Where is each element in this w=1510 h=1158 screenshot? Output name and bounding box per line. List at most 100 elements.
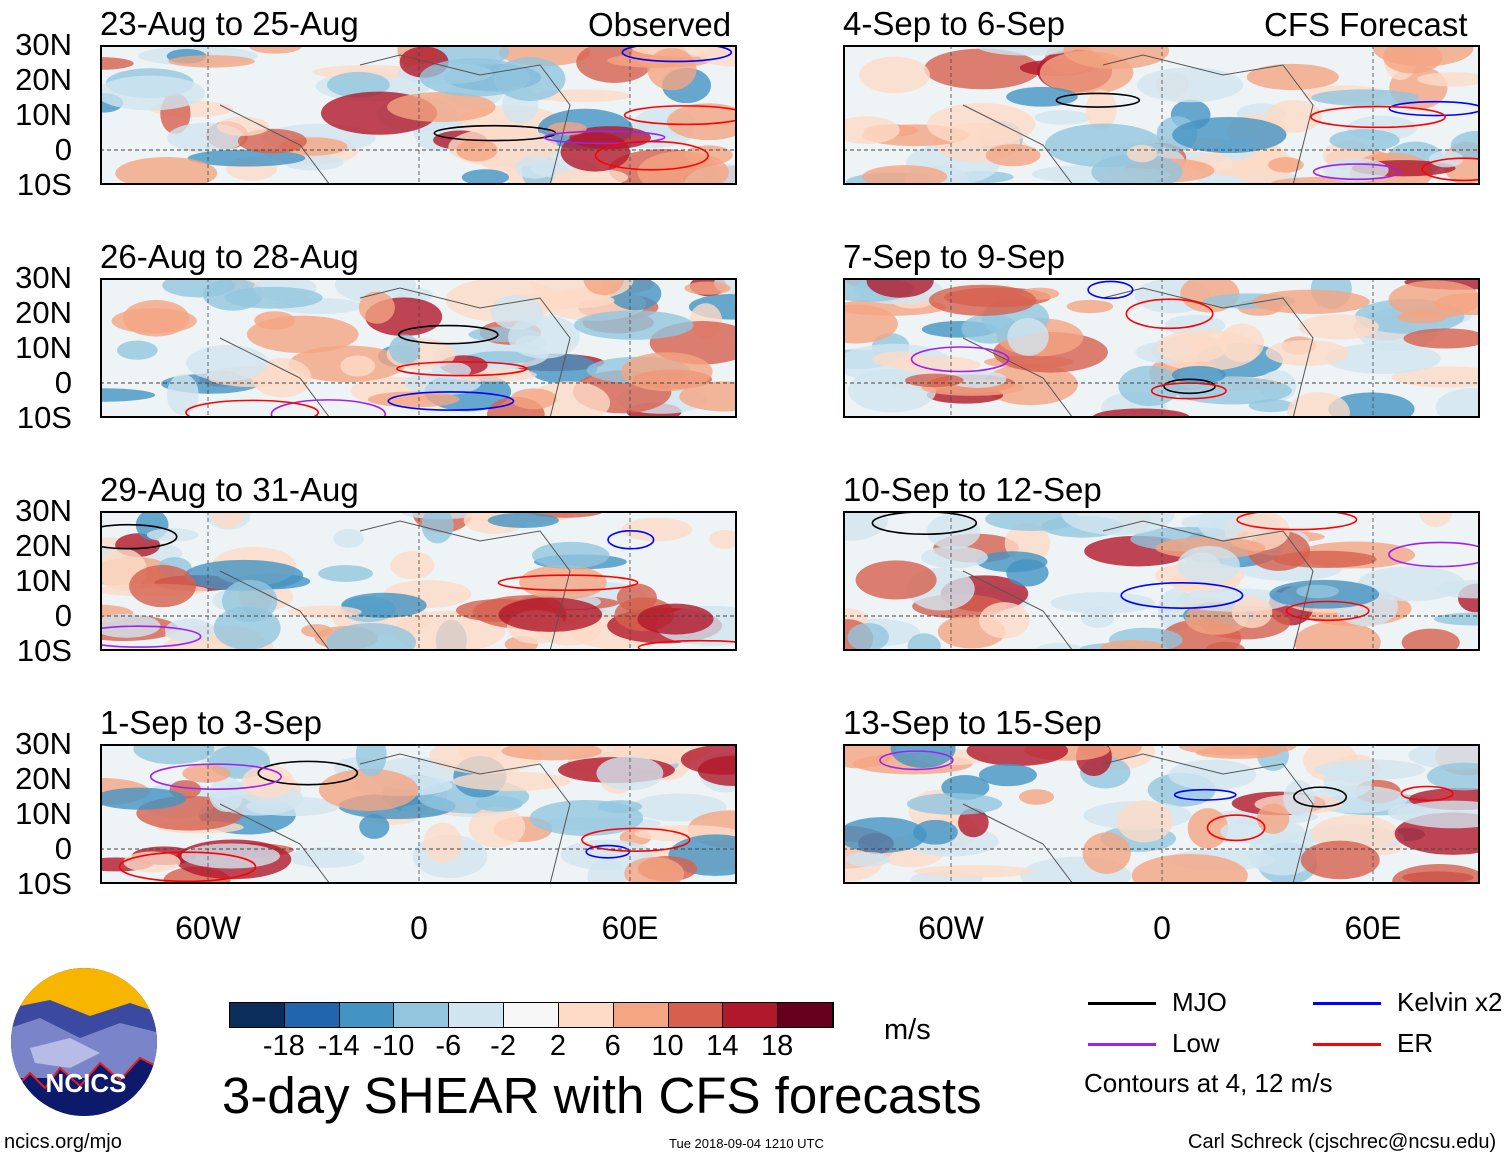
colorbar-label: -14 [317,1030,360,1062]
shear-blob [301,624,333,638]
shear-blob [1136,67,1244,103]
shear-blob [359,814,390,839]
shear-blob [680,744,737,775]
shear-blob [847,622,889,651]
colorbar-label: -18 [262,1030,305,1062]
shear-blob [1063,45,1170,70]
panel-frame [843,744,1480,884]
shear-blob [647,48,697,91]
shear-blob [985,144,1041,167]
shear-blob [1395,800,1480,829]
shear-blob [904,373,964,388]
shear-blob [216,116,270,136]
lat-label: 10S [16,866,72,901]
shear-blob [1231,596,1273,629]
colorbar [229,1002,834,1028]
anomaly-contour [100,523,178,550]
lat-label: 0 [54,831,72,866]
panel-title: 29-Aug to 31-Aug [100,471,359,508]
shear-blob [168,55,255,68]
panel-title: 23-Aug to 25-Aug [100,5,359,42]
colorbar-swatch [284,1003,340,1027]
shear-blob [254,311,296,330]
lat-label: 10N [15,796,72,831]
footer-author: Carl Schreck (cjschrec@ncsu.edu) [1188,1131,1497,1153]
shear-blob [1273,550,1377,568]
shear-map-panel [100,45,737,185]
shear-blob [624,856,685,884]
colorbar-label: -10 [372,1030,415,1062]
shear-blob [519,565,607,600]
anomaly-contour [397,324,499,345]
shear-blob [1092,408,1190,418]
colorbar-swatch [449,1003,505,1027]
lon-label: 60W [175,910,241,946]
anomaly-contour [100,625,202,648]
shear-map-panel [100,511,737,651]
shear-blob [1247,831,1318,876]
shear-blob [554,168,629,185]
shear-blob [1314,759,1426,781]
shear-blob [1172,116,1287,154]
shear-blob [1435,387,1480,418]
shear-blob [318,768,419,811]
shear-blob [1417,72,1480,87]
shear-blob [1268,157,1304,173]
shear-blob [621,517,693,542]
shear-blob [845,851,890,867]
legend-label: MJO [1172,987,1227,1017]
shear-blob [213,606,281,650]
shear-blob [468,806,526,848]
shear-blob [423,822,463,864]
colorbar-swatch [723,1003,779,1027]
shear-blob [211,511,245,529]
panel-frame [100,45,737,185]
panel-frame [100,278,737,418]
colorbar-swatch [339,1003,395,1027]
anomaly-contour [257,760,359,786]
shear-blob [184,559,304,591]
shear-blob [1434,293,1480,316]
shear-blob [531,541,610,569]
shear-blob [1311,89,1420,106]
shear-blob [340,355,376,377]
shear-blob [237,128,307,154]
colorbar-label: 6 [604,1030,621,1062]
shear-blob [893,356,981,374]
anomaly-contour [1206,814,1266,842]
shear-blob [666,103,737,141]
shear-blob [475,796,523,812]
shear-blob [1329,129,1400,152]
shear-blob [855,560,937,600]
panel-title: 1-Sep to 3-Sep [100,704,322,741]
shear-blob [866,278,934,298]
shear-blob [1252,289,1370,314]
shear-blob [1131,854,1248,884]
lat-label: 10S [16,400,72,435]
shear-blob [631,793,727,822]
shear-blob [1034,110,1091,125]
anomaly-contour [270,399,387,418]
lat-label: 20N [15,761,72,796]
lat-label: 30N [15,493,72,528]
shear-blob [948,370,1007,388]
colorbar-label: -6 [435,1030,462,1062]
anomaly-contour [1285,600,1370,622]
anomaly-contour [594,140,709,171]
shear-blob [242,765,295,799]
shear-blob [334,278,416,304]
shear-blob [906,793,1003,815]
shear-blob [843,817,927,853]
shear-blob [1061,511,1175,536]
shear-blob [1426,762,1480,791]
shear-blob [498,597,603,632]
shear-blob [679,381,737,412]
anomaly-contour [581,827,691,852]
shear-blob [1294,621,1381,651]
colorbar-swatch [778,1003,833,1027]
shear-blob [224,286,323,309]
shear-blob [1298,314,1380,340]
shear-blob [907,633,941,651]
shear-blob [100,75,206,111]
panel-frame [843,511,1480,651]
